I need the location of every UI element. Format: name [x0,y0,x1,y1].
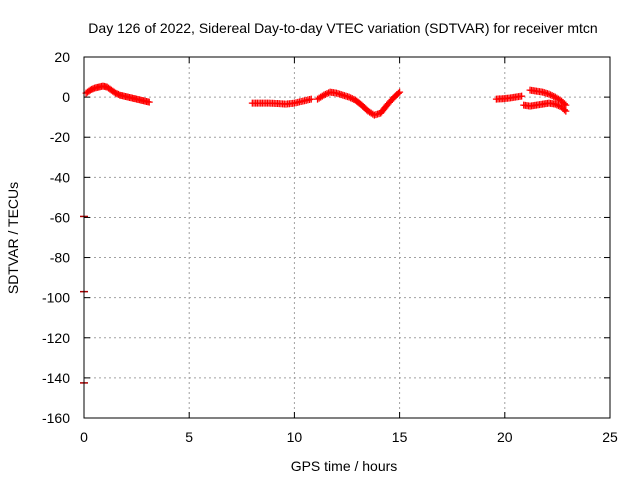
data-point [560,106,568,114]
y-tick-label: -100 [42,290,70,306]
x-tick-label: 20 [497,429,513,445]
data-point [547,91,555,99]
data-point [548,92,556,100]
data-point [518,92,526,100]
y-tick-label: 20 [54,49,70,65]
axis-ticks: 0 5 10 15 20 25 20 0 -20 -40 -60 -80 -100 -120 -140 -16… [42,49,618,445]
data-point [396,88,404,96]
series-arc-5 [526,86,570,109]
data-points [80,82,570,384]
x-tick-label: 0 [80,429,88,445]
y-tick-label: -60 [50,209,70,225]
chart-title: Day 126 of 2022, Sidereal Day-to-day VTE… [88,20,597,36]
series-arc-3 [314,88,404,119]
data-point [320,91,328,99]
data-point [345,93,353,101]
plot-frame [83,56,611,419]
y-tick-label: -40 [50,169,70,185]
data-point [323,90,331,98]
data-point [545,90,553,98]
y-axis-label: SDTVAR / TECUs [5,182,21,294]
series-arc-1 [82,82,153,106]
y-tick-label: 0 [62,89,70,105]
data-point [551,100,559,108]
series-arc-6 [520,99,570,115]
x-tick-label: 15 [392,429,408,445]
x-axis-label: GPS time / hours [291,458,398,474]
data-point [394,89,402,97]
data-point [348,95,356,103]
y-tick-label: -80 [50,250,70,266]
x-tick-label: 25 [602,429,618,445]
y-tick-label: -160 [42,410,70,426]
data-point [347,94,355,102]
grid-lines [84,57,610,418]
x-tick-label: 10 [287,429,303,445]
data-point [554,102,562,110]
y-tick-label: -20 [50,129,70,145]
y-tick-label: -120 [42,330,70,346]
x-tick-label: 5 [185,429,193,445]
data-point [307,95,315,103]
data-point [553,101,561,109]
series-arc-4 [492,92,526,103]
data-point [562,107,570,115]
y-tick-label: -140 [42,370,70,386]
series-arc-2 [248,95,315,108]
data-point [321,90,329,98]
data-point [145,98,153,106]
